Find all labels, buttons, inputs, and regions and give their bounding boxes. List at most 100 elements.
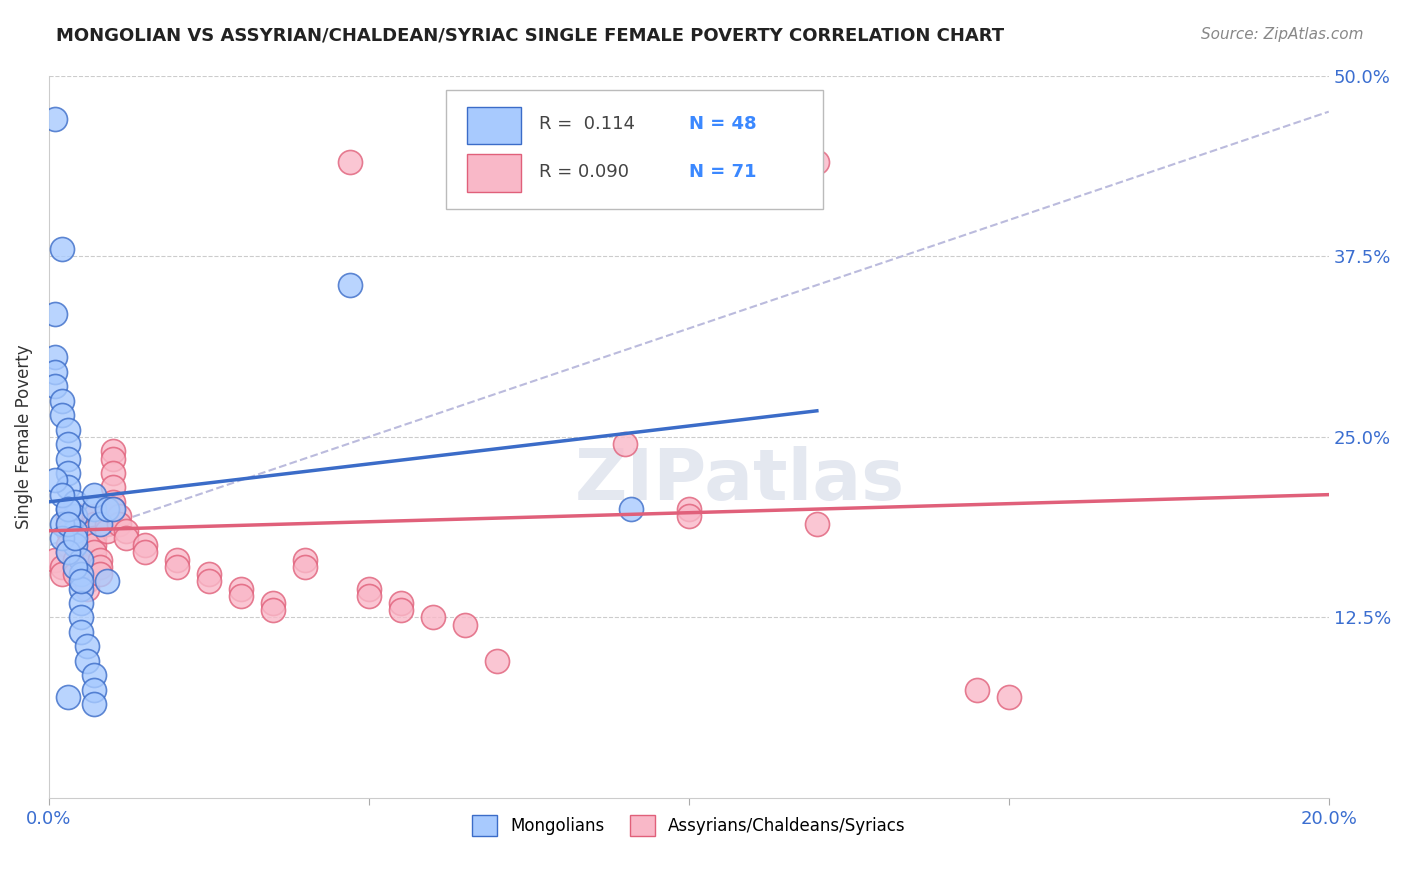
Point — [51, 408, 73, 422]
Point — [454, 617, 477, 632]
Point — [294, 560, 316, 574]
Point — [83, 545, 105, 559]
Bar — [467, 106, 522, 145]
Point — [613, 437, 636, 451]
Point — [63, 509, 86, 524]
Text: ZIPatlas: ZIPatlas — [575, 446, 905, 515]
Point — [96, 574, 118, 589]
Point — [56, 466, 79, 480]
Point — [229, 589, 252, 603]
Point — [357, 589, 380, 603]
Point — [389, 596, 412, 610]
Point — [262, 596, 284, 610]
Point — [44, 552, 66, 566]
Point — [44, 379, 66, 393]
Point — [56, 423, 79, 437]
Point — [83, 524, 105, 538]
Point — [63, 524, 86, 538]
Point — [294, 552, 316, 566]
Point — [166, 552, 188, 566]
Point — [389, 603, 412, 617]
Point — [44, 365, 66, 379]
Point — [70, 509, 93, 524]
Point — [76, 560, 98, 574]
Point — [56, 516, 79, 531]
Point — [96, 509, 118, 524]
Point — [101, 502, 124, 516]
Point — [89, 560, 111, 574]
Point — [262, 603, 284, 617]
Point — [357, 582, 380, 596]
Point — [63, 531, 86, 545]
Point — [70, 567, 93, 582]
Point — [198, 574, 221, 589]
Point — [678, 509, 700, 524]
Point — [56, 545, 79, 559]
Point — [44, 112, 66, 126]
Point — [70, 524, 93, 538]
Point — [806, 516, 828, 531]
Point — [63, 538, 86, 552]
Legend: Mongolians, Assyrians/Chaldeans/Syriacs: Mongolians, Assyrians/Chaldeans/Syriacs — [464, 807, 914, 844]
Point — [134, 538, 156, 552]
Point — [56, 524, 79, 538]
Point — [56, 502, 79, 516]
Point — [83, 538, 105, 552]
Y-axis label: Single Female Poverty: Single Female Poverty — [15, 344, 32, 529]
Point — [70, 610, 93, 624]
Point — [83, 668, 105, 682]
Point — [76, 640, 98, 654]
Point — [44, 307, 66, 321]
FancyBboxPatch shape — [446, 90, 824, 210]
Text: MONGOLIAN VS ASSYRIAN/CHALDEAN/SYRIAC SINGLE FEMALE POVERTY CORRELATION CHART: MONGOLIAN VS ASSYRIAN/CHALDEAN/SYRIAC SI… — [56, 27, 1004, 45]
Point — [51, 567, 73, 582]
Point — [101, 444, 124, 458]
Point — [63, 560, 86, 574]
Point — [134, 545, 156, 559]
Point — [51, 242, 73, 256]
Text: Source: ZipAtlas.com: Source: ZipAtlas.com — [1201, 27, 1364, 42]
Point — [44, 473, 66, 487]
Point — [70, 596, 93, 610]
Point — [83, 697, 105, 711]
Point — [56, 451, 79, 466]
Point — [56, 502, 79, 516]
Point — [83, 488, 105, 502]
Point — [339, 155, 361, 169]
Point — [70, 538, 93, 552]
Point — [51, 488, 73, 502]
Point — [101, 495, 124, 509]
Point — [63, 552, 86, 566]
Point — [89, 567, 111, 582]
Point — [76, 654, 98, 668]
Point — [70, 516, 93, 531]
Point — [83, 516, 105, 531]
Point — [101, 480, 124, 494]
Point — [70, 574, 93, 589]
Point — [83, 509, 105, 524]
Point — [83, 531, 105, 545]
Point — [70, 582, 93, 596]
Text: N = 48: N = 48 — [689, 115, 756, 133]
Bar — [467, 154, 522, 192]
Point — [56, 538, 79, 552]
Point — [56, 437, 79, 451]
Point — [56, 480, 79, 494]
Point — [422, 610, 444, 624]
Point — [101, 451, 124, 466]
Text: N = 71: N = 71 — [689, 162, 756, 180]
Point — [166, 560, 188, 574]
Point — [83, 502, 105, 516]
Point — [485, 654, 508, 668]
Point — [89, 516, 111, 531]
Point — [96, 516, 118, 531]
Point — [63, 495, 86, 509]
Point — [108, 516, 131, 531]
Point — [51, 531, 73, 545]
Text: R =  0.114: R = 0.114 — [538, 115, 636, 133]
Point — [114, 531, 136, 545]
Point — [806, 155, 828, 169]
Point — [70, 531, 93, 545]
Point — [998, 690, 1021, 704]
Point — [56, 516, 79, 531]
